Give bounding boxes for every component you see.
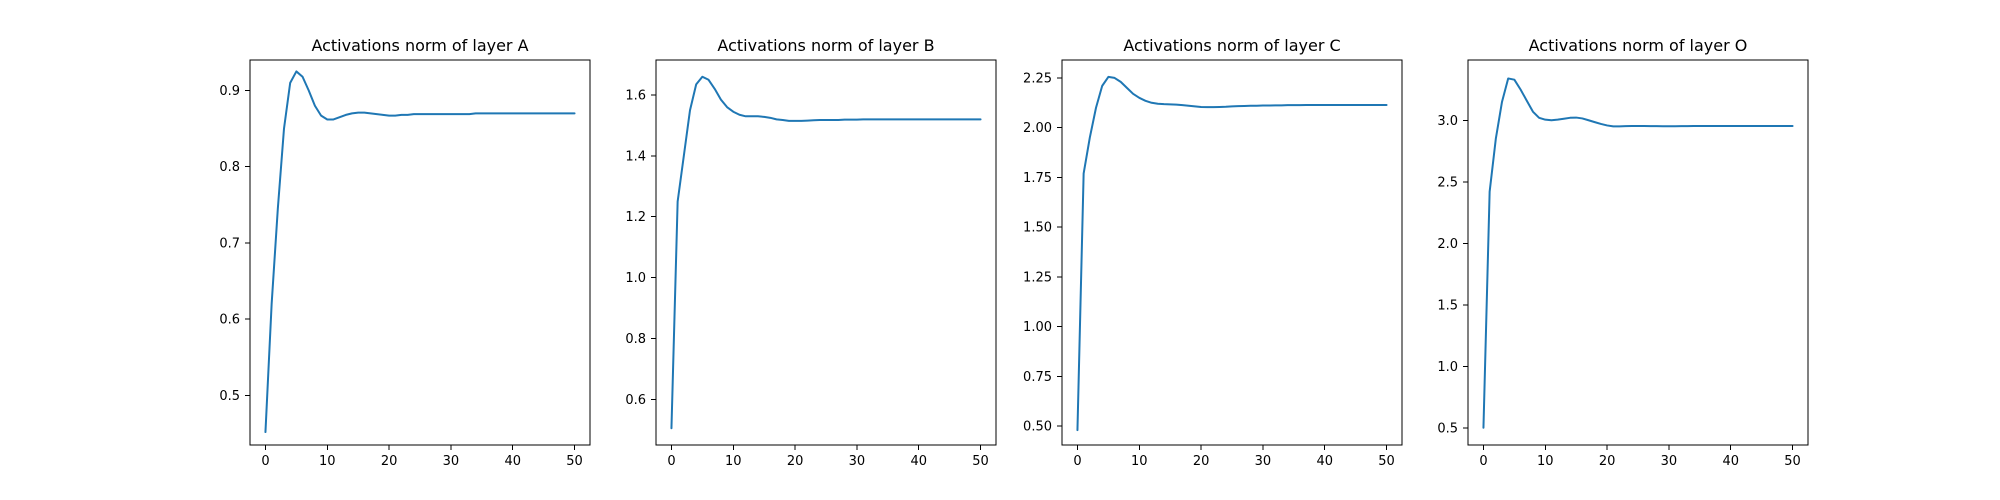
- y-tick-label: 2.25: [1023, 71, 1052, 86]
- y-tick-label: 1.0: [1437, 360, 1458, 375]
- x-tick-label: 20: [381, 454, 398, 469]
- x-tick-label: 50: [1378, 454, 1395, 469]
- y-tick-label: 1.2: [625, 210, 646, 225]
- x-tick-label: 30: [1255, 454, 1272, 469]
- series-line: [670, 75, 982, 430]
- chart-title: Activations norm of layer C: [1123, 36, 1340, 55]
- x-tick-label: 30: [849, 454, 866, 469]
- x-tick-label: 50: [566, 454, 583, 469]
- series-line: [1076, 75, 1388, 432]
- y-tick-label: 0.8: [625, 332, 646, 347]
- x-tick-label: 10: [725, 454, 742, 469]
- y-tick-label: 1.75: [1023, 171, 1052, 186]
- x-tick-label: 0: [261, 454, 269, 469]
- axes-frame: [1467, 59, 1809, 446]
- y-tick-label: 0.5: [219, 389, 240, 404]
- y-tick-label: 1.50: [1023, 221, 1052, 236]
- y-tick-label: 2.00: [1023, 121, 1052, 136]
- x-tick-label: 40: [504, 454, 521, 469]
- subplot-2: Activations norm of layer B 0 10 20 30 40 50 0.…: [625, 36, 997, 469]
- y-tick-label: 0.6: [219, 313, 240, 328]
- y-tick-label: 3.0: [1437, 114, 1458, 129]
- y-tick-label: 0.5: [1437, 421, 1458, 436]
- x-tick-label: 40: [1316, 454, 1333, 469]
- y-tick-label: 2.5: [1437, 175, 1458, 190]
- subplot-4: Activations norm of layer O 0 10 20 30 40 50 0.…: [1437, 36, 1809, 469]
- y-tick-label: 1.0: [625, 271, 646, 286]
- chart-title: Activations norm of layer A: [311, 36, 528, 55]
- y-tick-label: 1.4: [625, 149, 646, 164]
- y-tick-label: 1.00: [1023, 320, 1052, 335]
- axes-frame: [1061, 59, 1403, 446]
- x-tick-label: 50: [972, 454, 989, 469]
- x-tick-label: 10: [1537, 454, 1554, 469]
- y-tick-label: 2.0: [1437, 237, 1458, 252]
- series-line: [1482, 77, 1794, 429]
- chart-title: Activations norm of layer B: [717, 36, 934, 55]
- x-tick-label: 40: [910, 454, 927, 469]
- x-tick-label: 20: [1599, 454, 1616, 469]
- y-tick-label: 1.25: [1023, 270, 1052, 285]
- x-tick-label: 10: [1131, 454, 1148, 469]
- x-tick-label: 20: [1193, 454, 1210, 469]
- chart-title: Activations norm of layer O: [1529, 36, 1748, 55]
- y-tick-label: 0.9: [219, 84, 240, 99]
- x-tick-label: 10: [319, 454, 336, 469]
- y-tick-label: 1.5: [1437, 298, 1458, 313]
- axes-frame: [249, 59, 591, 446]
- x-tick-label: 30: [1661, 454, 1678, 469]
- series-line: [264, 70, 576, 434]
- y-tick-label: 1.6: [625, 89, 646, 104]
- x-tick-label: 50: [1784, 454, 1801, 469]
- axes-frame: [655, 59, 997, 446]
- x-tick-label: 40: [1722, 454, 1739, 469]
- y-tick-label: 0.8: [219, 160, 240, 175]
- y-tick-label: 0.50: [1023, 420, 1052, 435]
- x-tick-label: 0: [1479, 454, 1487, 469]
- y-tick-label: 0.7: [219, 236, 240, 251]
- x-tick-label: 30: [443, 454, 460, 469]
- x-tick-label: 20: [787, 454, 804, 469]
- y-tick-label: 0.75: [1023, 370, 1052, 385]
- x-tick-label: 0: [667, 454, 675, 469]
- x-tick-label: 0: [1073, 454, 1081, 469]
- subplot-3: Activations norm of layer C 0 10 20 30 40 50 0.…: [1023, 36, 1403, 469]
- subplot-1: Activations norm of layer A 0 10 20 30 40 50 0.…: [219, 36, 591, 469]
- y-tick-label: 0.6: [625, 393, 646, 408]
